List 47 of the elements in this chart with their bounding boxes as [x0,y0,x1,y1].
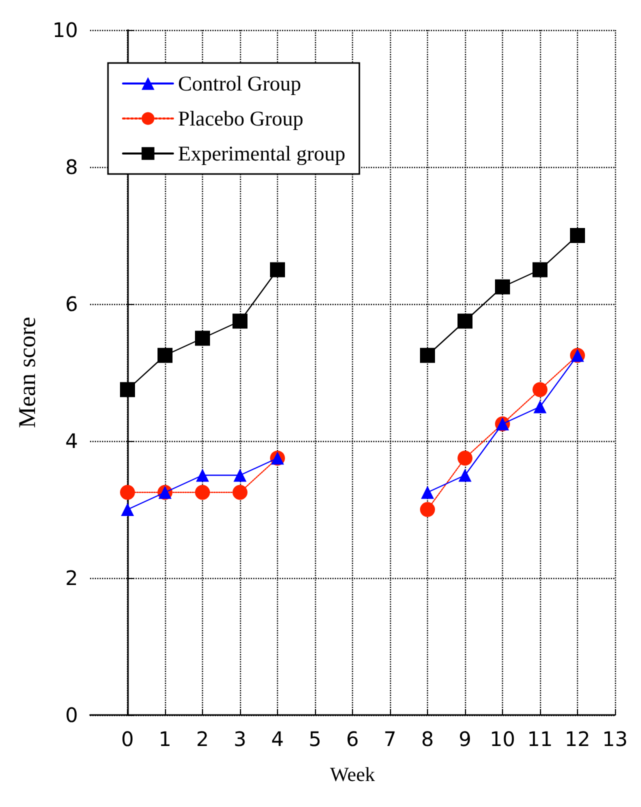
point [421,486,434,499]
point [120,484,135,500]
legend-label: Control Group [178,72,302,96]
x-tick-label: 7 [384,727,396,751]
y-tick-label: 4 [65,429,78,453]
point [120,382,135,398]
y-tick-label: 6 [65,292,78,316]
legend-label: Experimental group [178,142,346,166]
y-tick-label: 0 [65,703,78,727]
point [534,400,546,414]
x-tick-label: 13 [602,727,628,751]
point [158,348,172,363]
x-tick-label: 1 [158,727,172,751]
point [232,314,248,329]
y-tick-label: 10 [52,18,78,42]
point [458,314,472,329]
x-tick-label: 3 [234,727,246,751]
x-axis-title: Week [330,764,376,786]
point [234,468,246,482]
x-tick-label: 6 [346,727,359,751]
point [196,468,209,482]
point [270,262,285,278]
point [570,228,585,243]
x-tick-label: 4 [271,727,284,751]
x-tick-label: 5 [308,727,322,751]
x-tick-label: 2 [196,727,209,751]
point [232,484,248,500]
x-tick-label: 0 [121,727,134,751]
y-tick-label: 2 [65,566,78,590]
x-tick-label: 8 [421,727,434,751]
point [195,484,210,500]
point [458,468,472,482]
x-tick-label: 9 [458,727,472,751]
point [420,348,435,363]
y-tick-label: 8 [65,155,78,179]
point [121,503,134,516]
point [195,330,210,346]
y-axis-title: Mean score [15,316,41,428]
x-tick-label: 12 [564,727,590,751]
point [420,502,435,517]
point [495,279,510,294]
legend-label: Placebo Group [178,106,304,130]
x-tick-label: 10 [490,727,516,751]
x-tick-label: 11 [527,727,553,751]
point [532,382,548,398]
point [458,450,472,466]
point [532,262,548,278]
